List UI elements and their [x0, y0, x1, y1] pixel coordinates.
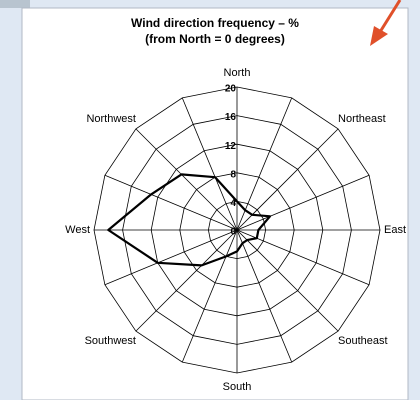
spoke [181, 97, 238, 231]
spoke [135, 229, 238, 332]
spoke [104, 174, 238, 231]
spoke [236, 128, 339, 231]
category-label: Northwest [86, 113, 136, 125]
category-label: South [223, 381, 252, 393]
spoke [236, 97, 293, 231]
radial-tick-label: 0 [230, 227, 236, 238]
radial-tick-label: 20 [225, 84, 237, 95]
category-label: West [65, 224, 90, 236]
radial-tick-label: 16 [225, 112, 237, 123]
category-label: Northeast [338, 113, 386, 125]
radial-tick-label: 12 [225, 141, 237, 152]
arrow [370, 0, 402, 46]
spoke [135, 128, 238, 231]
category-label: East [384, 224, 406, 236]
chart-subtitle: (from North = 0 degrees) [145, 32, 285, 46]
series-line [107, 173, 272, 267]
chart-panel [21, 7, 409, 400]
category-label: Southwest [85, 335, 136, 347]
spoke [181, 229, 238, 363]
radial-tick-label: 4 [230, 198, 236, 209]
category-label: Southeast [338, 335, 388, 347]
radial-tick-label: 8 [230, 169, 236, 180]
spoke [104, 229, 238, 286]
category-label: North [224, 67, 251, 79]
chart-title: Wind direction frequency – % [131, 16, 299, 30]
image-edge [0, 0, 30, 8]
spoke [236, 229, 293, 363]
spoke [236, 174, 370, 231]
spoke [236, 229, 339, 332]
spoke [236, 229, 370, 286]
